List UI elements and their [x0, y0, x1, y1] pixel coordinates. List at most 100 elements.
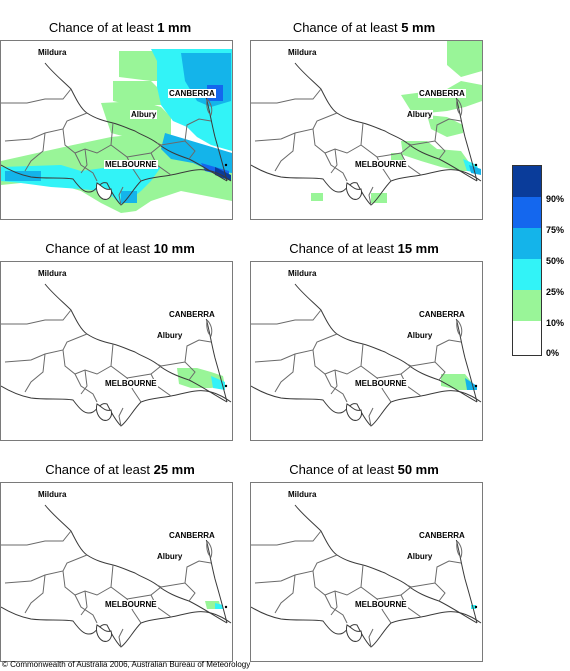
- boundary-line: [80, 590, 88, 616]
- city-label-mildura: Mildura: [287, 269, 318, 278]
- boundary-line: [206, 319, 213, 337]
- state-borders: [251, 504, 482, 648]
- panel-title-50mm: Chance of at least 50 mm: [244, 462, 484, 477]
- map-1mm: Mildura CANBERRA Albury MELBOURNE: [0, 40, 233, 220]
- boundary-line: [454, 534, 478, 624]
- coastal-marker: [224, 163, 228, 167]
- boundary-line: [254, 333, 338, 363]
- city-label-albury: Albury: [406, 110, 434, 119]
- boundary-line: [254, 554, 338, 584]
- title-amount: 5 mm: [401, 20, 436, 35]
- legend-swatch-10: [513, 290, 541, 321]
- boundary-line: [24, 574, 46, 614]
- boundary-line: [456, 98, 463, 116]
- rain-region: [113, 81, 161, 105]
- legend-label-75: 75%: [546, 225, 565, 235]
- boundary-line: [1, 88, 72, 104]
- city-label-melbourne: MELBOURNE: [104, 379, 158, 388]
- panel-title-5mm: Chance of at least 5 mm: [244, 20, 484, 35]
- panel-title-15mm: Chance of at least 15 mm: [244, 241, 484, 256]
- city-label-melbourne: MELBOURNE: [104, 160, 158, 169]
- city-label-mildura: Mildura: [37, 48, 68, 57]
- coastal-marker: [474, 605, 478, 609]
- boundary-line: [456, 540, 463, 558]
- coastline: [1, 385, 232, 427]
- city-label-melbourne: MELBOURNE: [354, 600, 408, 609]
- panel-title-25mm: Chance of at least 25 mm: [0, 462, 240, 477]
- rain-region: [215, 167, 231, 181]
- rain-overlay: [177, 368, 225, 390]
- title-prefix: Chance of at least: [45, 241, 154, 256]
- boundary-line: [184, 118, 212, 142]
- boundary-line: [4, 554, 88, 584]
- coastline: [1, 606, 232, 648]
- boundary-line: [118, 407, 124, 427]
- port-phillip-bay: [96, 624, 112, 642]
- boundary-line: [324, 152, 348, 182]
- legend-label-25: 25%: [546, 287, 565, 297]
- boundary-line: [376, 584, 412, 600]
- state-borders: [251, 62, 482, 206]
- boundary-line: [294, 504, 478, 624]
- rain-region: [215, 603, 223, 609]
- boundary-line: [44, 504, 228, 624]
- boundary-line: [126, 363, 162, 379]
- title-prefix: Chance of at least: [289, 241, 398, 256]
- boundary-line: [294, 283, 478, 403]
- boundary-line: [206, 540, 213, 558]
- boundary-line: [330, 590, 338, 616]
- boundary-line: [4, 112, 88, 142]
- boundary-line: [80, 148, 88, 174]
- boundary-line: [160, 582, 196, 602]
- boundary-line: [204, 92, 228, 182]
- legend-label-10: 10%: [546, 318, 565, 328]
- boundary-line: [330, 369, 338, 395]
- boundary-line: [24, 132, 46, 172]
- boundary-line: [274, 132, 296, 172]
- legend-label-90: 90%: [546, 194, 565, 204]
- boundary-line: [74, 152, 98, 182]
- legend-swatch-50: [513, 228, 541, 259]
- rain-region: [401, 141, 475, 171]
- state-borders: [1, 62, 232, 206]
- rain-overlay: [1, 49, 232, 213]
- rain-region: [465, 378, 477, 390]
- city-label-canberra: CANBERRA: [418, 531, 466, 540]
- map-25mm: Mildura CANBERRA Albury MELBOURNE: [0, 482, 233, 662]
- boundary-line: [1, 309, 72, 325]
- boundary-line: [80, 369, 88, 395]
- boundary-line: [118, 628, 124, 648]
- state-borders: [1, 504, 232, 648]
- map-5mm-svg: [251, 41, 482, 206]
- coastal-marker: [224, 605, 228, 609]
- title-amount: 15 mm: [397, 241, 439, 256]
- rain-region: [181, 368, 193, 376]
- boundary-line: [324, 594, 348, 624]
- port-phillip-bay: [346, 624, 362, 642]
- boundary-line: [251, 88, 322, 104]
- city-label-mildura: Mildura: [287, 48, 318, 57]
- boundary-line: [251, 530, 322, 546]
- boundary-line: [160, 361, 196, 381]
- boundary-line: [44, 62, 228, 182]
- city-label-canberra: CANBERRA: [168, 89, 216, 98]
- boundary-line: [368, 628, 374, 648]
- boundary-line: [434, 339, 462, 363]
- title-amount: 50 mm: [397, 462, 439, 477]
- rain-region: [447, 41, 482, 77]
- rain-region: [469, 165, 481, 175]
- boundary-line: [118, 186, 124, 206]
- port-phillip-bay: [346, 403, 362, 421]
- port-phillip-bay: [346, 182, 362, 200]
- coastline: [251, 164, 482, 206]
- coastal-marker: [474, 384, 478, 388]
- boundary-line: [376, 142, 412, 158]
- boundary-line: [74, 594, 98, 624]
- boundary-line: [254, 112, 338, 142]
- rain-region: [161, 133, 232, 173]
- boundary-line: [206, 98, 213, 116]
- city-label-mildura: Mildura: [287, 490, 318, 499]
- boundary-line: [274, 574, 296, 614]
- port-phillip-bay: [96, 403, 112, 421]
- boundary-line: [62, 564, 114, 596]
